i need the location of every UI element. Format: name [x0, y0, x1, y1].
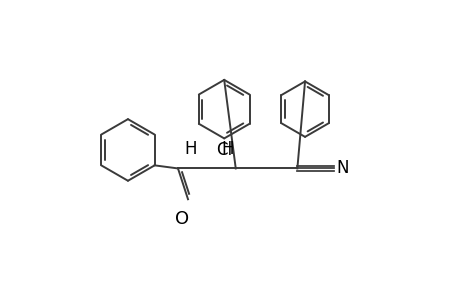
Text: N: N — [336, 159, 348, 177]
Text: O: O — [174, 210, 189, 228]
Text: H: H — [221, 140, 234, 158]
Text: H: H — [184, 140, 196, 158]
Text: Cl: Cl — [216, 141, 232, 159]
